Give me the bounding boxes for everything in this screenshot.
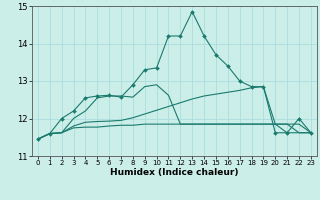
X-axis label: Humidex (Indice chaleur): Humidex (Indice chaleur)	[110, 168, 239, 177]
